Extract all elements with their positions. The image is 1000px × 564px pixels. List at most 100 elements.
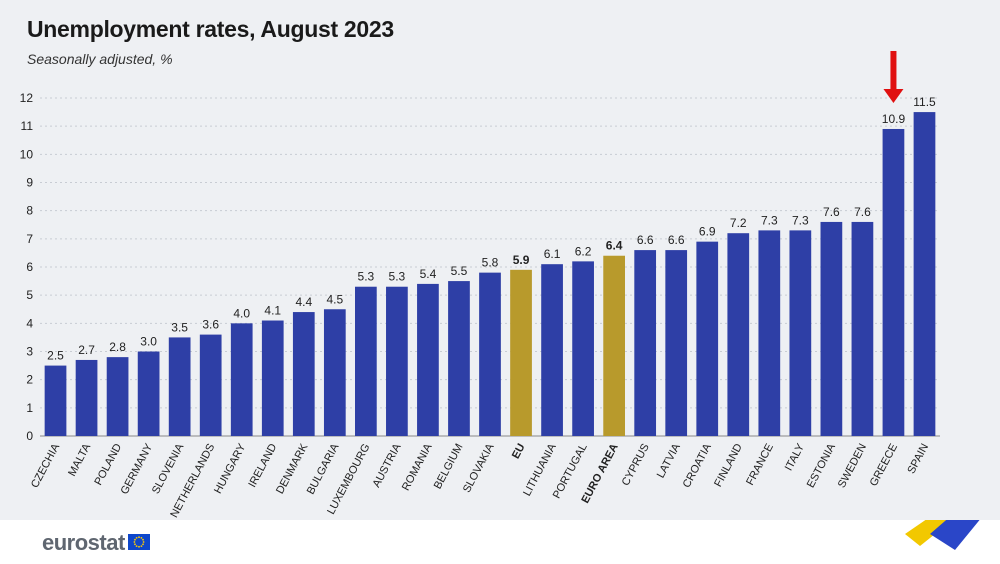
y-tick-label: 11 (21, 119, 34, 133)
x-tick-label: MALTA (66, 441, 93, 478)
highlight-arrow-icon (890, 50, 897, 91)
data-label: 5.5 (451, 264, 468, 278)
bar (572, 261, 594, 436)
data-label: 6.4 (606, 239, 623, 253)
chart-subtitle: Seasonally adjusted, % (27, 51, 173, 67)
data-label: 4.0 (233, 306, 250, 320)
bar (168, 337, 191, 436)
data-label: 5.4 (420, 267, 437, 281)
bar (882, 128, 905, 436)
x-tick-label: FINLAND (712, 442, 745, 489)
bar (789, 230, 812, 436)
data-label: 7.3 (761, 213, 778, 227)
data-label: 2.8 (109, 340, 126, 354)
x-tick-label: SPAIN (905, 442, 931, 476)
y-tick-label: 8 (26, 204, 33, 218)
x-tick-label: ESTONIA (805, 441, 838, 490)
bar (696, 241, 719, 436)
bar (355, 286, 377, 436)
x-tick-label: BELGIUM (432, 442, 466, 491)
bar (230, 323, 253, 436)
data-label: 6.6 (637, 233, 654, 247)
bar (292, 312, 315, 436)
data-label: 5.3 (358, 270, 375, 284)
bar (665, 250, 688, 436)
bar (261, 320, 284, 436)
x-tick-label: DENMARK (274, 441, 311, 496)
x-tick-label: AUSTRIA (371, 441, 404, 489)
bar (634, 250, 657, 436)
data-label: 4.5 (326, 292, 343, 306)
chart-title: Unemployment rates, August 2023 (27, 16, 394, 42)
x-tick-label: EU (510, 442, 528, 461)
eu-flag-icon (128, 534, 150, 550)
data-label: 4.1 (264, 304, 281, 318)
bar (44, 365, 67, 436)
data-label: 5.8 (482, 256, 499, 270)
data-label: 11.5 (913, 95, 936, 109)
x-tick-label: CYPRUS (620, 442, 652, 488)
data-label: 3.0 (140, 335, 157, 349)
footer (0, 520, 1000, 564)
data-label: 2.7 (78, 343, 95, 357)
x-tick-label: GREECE (868, 442, 900, 489)
y-tick-label: 12 (20, 91, 34, 105)
data-label: 7.6 (854, 205, 871, 219)
y-tick-label: 0 (26, 429, 33, 443)
bar (75, 359, 98, 436)
brand-ribbon-graphic (905, 520, 980, 550)
data-label: 5.3 (389, 270, 406, 284)
bar (727, 233, 750, 436)
x-tick-label: LATVIA (655, 441, 683, 480)
y-tick-label: 5 (26, 288, 33, 302)
y-tick-label: 4 (26, 316, 33, 330)
bar (417, 283, 439, 436)
data-label: 7.2 (730, 216, 747, 230)
eurostat-logo: eurostat (42, 530, 125, 555)
x-tick-label: CZECHIA (29, 441, 63, 490)
y-tick-label: 1 (26, 401, 33, 415)
bar (541, 264, 563, 436)
bar (137, 351, 160, 436)
data-label: 6.2 (575, 244, 592, 258)
bar (510, 269, 532, 436)
x-tick-label: SWEDEN (836, 442, 869, 490)
y-tick-label: 7 (26, 232, 33, 246)
x-tick-label: FRANCE (744, 442, 776, 488)
y-tick-label: 3 (26, 345, 33, 359)
x-tick-label: SLOVENIA (150, 441, 187, 496)
x-tick-label: IRELAND (246, 442, 279, 490)
data-label: 3.6 (202, 318, 219, 332)
y-tick-label: 6 (26, 260, 33, 274)
data-label: 6.9 (699, 225, 716, 239)
data-label: 3.5 (171, 320, 188, 334)
bar (851, 221, 874, 436)
bar (758, 230, 781, 436)
highlight-arrow-icon (883, 88, 904, 103)
data-label: 2.5 (47, 349, 64, 363)
y-tick-label: 2 (26, 373, 33, 387)
x-tick-label: ROMANIA (400, 441, 435, 493)
bar (448, 281, 470, 436)
x-tick-label: POLAND (92, 442, 124, 488)
data-label: 6.6 (668, 233, 685, 247)
data-label: 5.9 (513, 253, 530, 267)
y-tick-label: 10 (20, 147, 34, 161)
bar (479, 272, 501, 436)
bar (323, 309, 346, 436)
bar (199, 334, 222, 436)
bar (386, 286, 408, 436)
x-tick-label: CROATIA (681, 441, 714, 490)
bar (603, 255, 625, 436)
bar-chart: 01234567891011122.5CZECHIA2.7MALTA2.8POL… (20, 50, 940, 520)
data-label: 7.6 (823, 205, 840, 219)
x-tick-label: HUNGARY (212, 441, 249, 496)
bar (913, 112, 936, 436)
data-label: 6.1 (544, 247, 561, 261)
x-tick-label: ITALY (783, 441, 807, 473)
data-label: 7.3 (792, 213, 809, 227)
data-label: 4.4 (295, 295, 312, 309)
data-label: 10.9 (882, 112, 906, 126)
bar (820, 221, 843, 436)
bar (106, 357, 129, 436)
